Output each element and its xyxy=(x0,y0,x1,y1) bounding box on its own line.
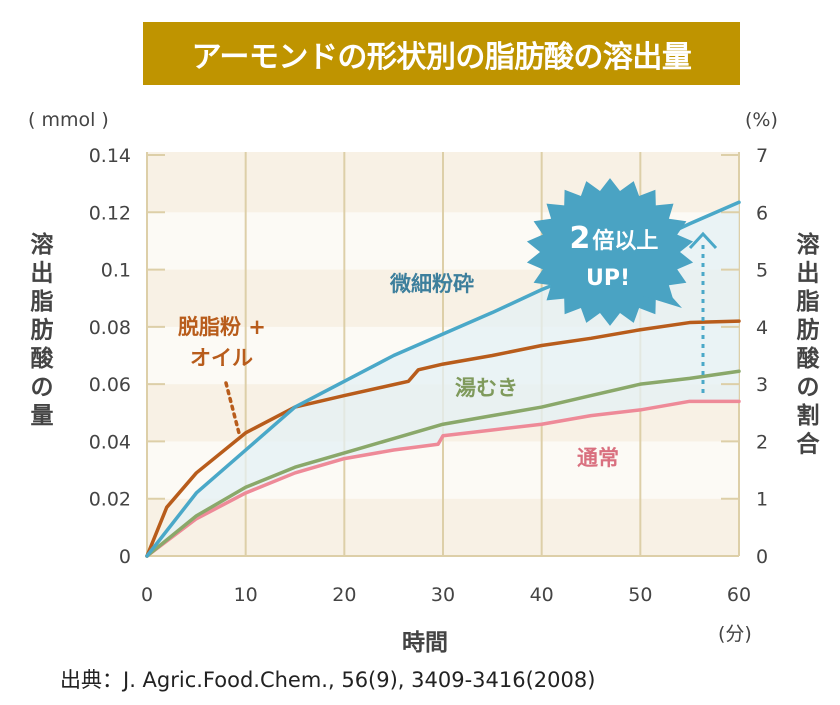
label-defatted-line1: 脱脂粉 + xyxy=(178,315,266,339)
burst-number: 2 xyxy=(570,221,591,256)
y2-axis-title-char: 合 xyxy=(797,431,821,458)
y2-tick-label: 4 xyxy=(756,317,768,339)
y-tick-label: 0.14 xyxy=(89,145,131,167)
x-tick-label: 30 xyxy=(431,584,455,606)
x-tick-label: 60 xyxy=(727,584,751,606)
y-axis-title-char: 肪 xyxy=(31,317,54,344)
y2-tick-label: 5 xyxy=(756,260,768,282)
y2-axis-title-char: 出 xyxy=(797,261,820,287)
y-tick-labels: 0 0.02 0.04 0.06 0.08 0.1 0.12 0.14 xyxy=(89,145,131,568)
y-axis-title-char: 脂 xyxy=(31,289,54,315)
x-tick-label: 10 xyxy=(234,584,258,606)
series-line-normal xyxy=(145,399,741,558)
x-tick-label: 20 xyxy=(332,584,356,606)
series-line-blanched xyxy=(145,369,741,558)
x-axis-title: 時間 xyxy=(402,630,448,656)
y-tick-label: 0 xyxy=(119,546,131,568)
y2-axis-title-char: の xyxy=(797,375,820,401)
y-tick-label: 0.02 xyxy=(89,489,131,511)
axis-ticks xyxy=(147,154,739,557)
y-axis-title-char: 酸 xyxy=(31,346,55,372)
burst-line2: UP! xyxy=(586,266,630,291)
y2-axis-title-char: 溶 xyxy=(797,231,820,258)
series-line-defatted-oil xyxy=(145,319,741,558)
y-axis-title-char: 出 xyxy=(31,261,54,287)
y2-tick-label: 6 xyxy=(756,202,768,224)
y2-unit: (%) xyxy=(745,109,778,131)
up-arrow-icon xyxy=(688,231,718,393)
y-axis-title-char: 量 xyxy=(31,403,54,429)
defatted-pointer-dotted-line xyxy=(224,381,242,439)
y2-axis-title-char: 割 xyxy=(797,402,820,429)
y-unit: ( mmol ) xyxy=(28,109,109,131)
y-axis-title-char: の xyxy=(31,375,54,401)
y2-tick-label: 3 xyxy=(756,374,768,396)
x-tick-label: 0 xyxy=(141,584,153,606)
x-tick-label: 50 xyxy=(628,584,652,606)
y2-axis-title-char: 肪 xyxy=(797,317,820,344)
label-fine-powder: 微細粉砕 xyxy=(389,272,474,296)
y-tick-label: 0.1 xyxy=(101,260,131,282)
y2-axis-title-char: 酸 xyxy=(797,346,821,372)
y-tick-label: 0.04 xyxy=(89,431,131,453)
starburst-tail xyxy=(640,278,682,308)
chart-title: アーモンドの形状別の脂肪酸の溶出量 xyxy=(191,39,692,75)
label-blanched: 湯むき xyxy=(455,376,518,400)
y2-tick-label: 1 xyxy=(756,489,768,511)
y2-tick-label: 2 xyxy=(756,431,768,453)
x-unit: (分) xyxy=(718,623,752,645)
y-axis-title-char: 溶 xyxy=(31,231,54,258)
y-tick-label: 0.08 xyxy=(89,317,131,339)
burst-text-times: 倍以上 xyxy=(592,228,658,254)
y2-axis-title-char: 脂 xyxy=(797,289,820,315)
y2-tick-labels: 0 1 2 3 4 5 6 7 xyxy=(756,145,768,568)
label-normal: 通常 xyxy=(577,446,619,470)
y2-tick-label: 0 xyxy=(756,546,768,568)
title-banner: アーモンドの形状別の脂肪酸の溶出量 xyxy=(143,22,740,85)
y-tick-label: 0.06 xyxy=(89,374,131,396)
x-tick-labels: 0 10 20 30 40 50 60 xyxy=(141,584,751,606)
y-tick-label: 0.12 xyxy=(89,202,131,224)
burst-line1: 2倍以上 xyxy=(570,221,659,256)
y2-tick-label: 7 xyxy=(756,145,768,167)
label-defatted-line2: オイル xyxy=(190,346,253,370)
source-citation: 出典：J. Agric.Food.Chem., 56(9), 3409-3416… xyxy=(60,668,596,692)
starburst-badge: 2倍以上 UP! xyxy=(526,178,694,326)
x-tick-label: 40 xyxy=(530,584,554,606)
